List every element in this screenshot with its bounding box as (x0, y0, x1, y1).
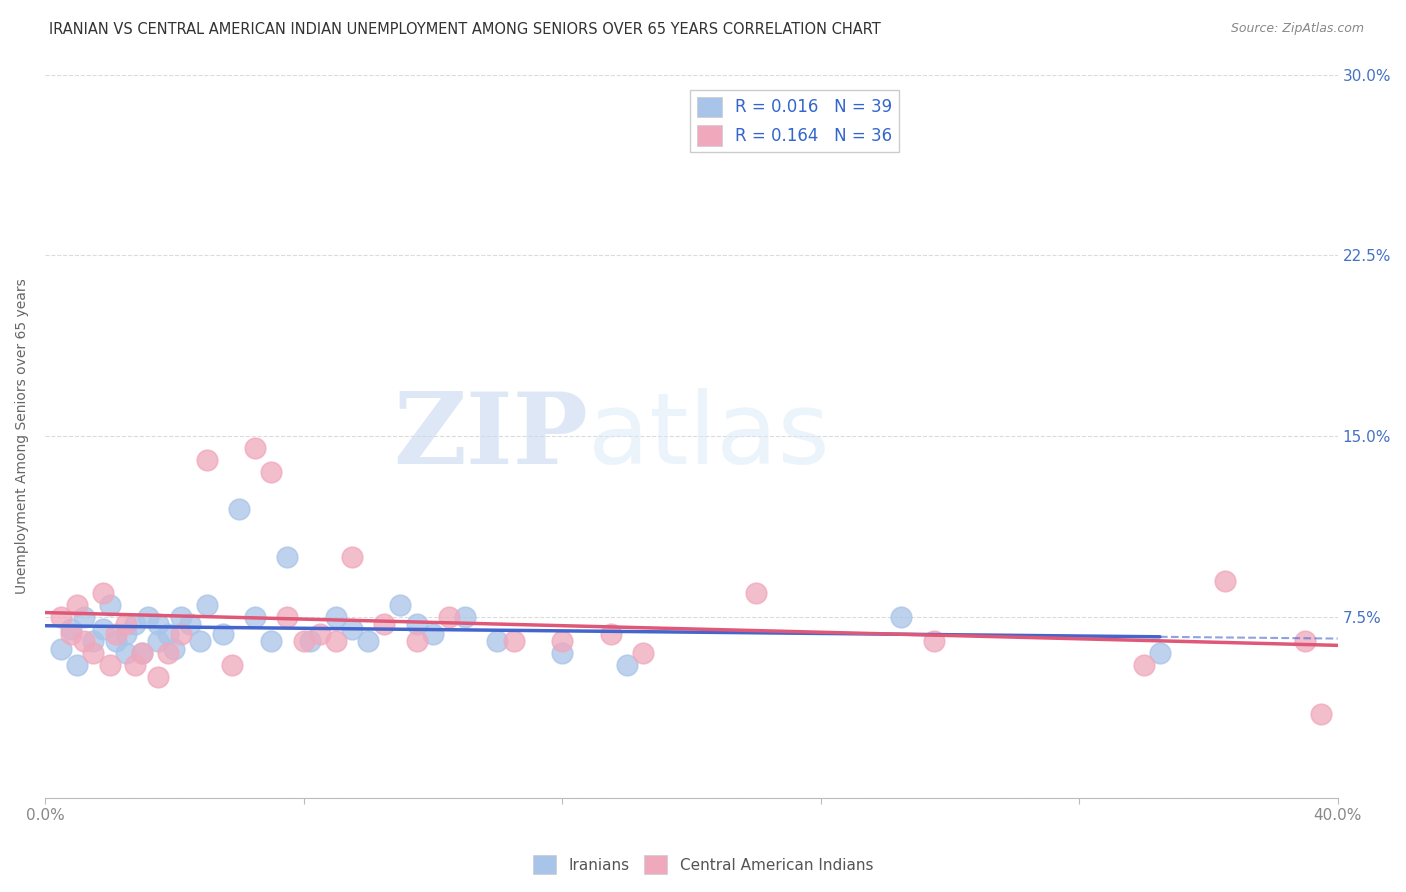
Point (131, 646, 153, 660)
Point (292, 634, 315, 648)
Point (308, 627, 330, 641)
Point (170, 627, 193, 641)
Text: IRANIAN VS CENTRAL AMERICAN INDIAN UNEMPLOYMENT AMONG SENIORS OVER 65 YEARS CORR: IRANIAN VS CENTRAL AMERICAN INDIAN UNEMP… (49, 22, 882, 37)
Point (1213, 574, 1236, 588)
Point (890, 610, 912, 624)
Point (146, 617, 169, 632)
Point (243, 442, 266, 456)
Point (922, 634, 945, 648)
Point (211, 627, 233, 641)
Legend: R = 0.016   N = 39, R = 0.164   N = 36: R = 0.016 N = 39, R = 0.164 N = 36 (690, 90, 898, 153)
Point (260, 634, 283, 648)
Point (325, 634, 347, 648)
Point (260, 466, 283, 480)
Point (138, 610, 160, 624)
Point (49, 610, 72, 624)
Legend: Iranians, Central American Indians: Iranians, Central American Indians (527, 849, 879, 880)
Point (437, 610, 460, 624)
Point (105, 634, 128, 648)
Point (389, 598, 412, 612)
Point (1149, 646, 1171, 660)
Point (82, 646, 104, 660)
Point (124, 658, 146, 673)
Point (66, 658, 89, 673)
Point (357, 634, 380, 648)
Text: atlas: atlas (588, 388, 830, 484)
Point (156, 627, 179, 641)
Point (105, 627, 128, 641)
Point (98, 658, 121, 673)
Point (195, 453, 218, 467)
Point (114, 646, 136, 660)
Point (73, 610, 96, 624)
Point (59, 627, 82, 641)
Point (422, 627, 444, 641)
Point (276, 610, 298, 624)
Point (146, 670, 169, 684)
Point (373, 617, 395, 632)
Point (228, 501, 250, 516)
Point (243, 610, 266, 624)
Point (454, 610, 477, 624)
Point (599, 627, 621, 641)
Point (195, 598, 218, 612)
Text: ZIP: ZIP (394, 388, 588, 484)
Point (486, 634, 509, 648)
Point (179, 617, 201, 632)
Point (1132, 658, 1154, 673)
Point (131, 646, 153, 660)
Point (114, 617, 136, 632)
Point (340, 549, 363, 564)
Point (124, 617, 146, 632)
Point (91, 622, 114, 636)
Point (551, 646, 574, 660)
Point (298, 634, 321, 648)
Point (91, 586, 114, 600)
Point (59, 622, 82, 636)
Point (1294, 634, 1316, 648)
Point (163, 641, 186, 656)
Point (170, 610, 193, 624)
Point (82, 634, 104, 648)
Point (98, 598, 121, 612)
Point (502, 634, 524, 648)
Point (405, 634, 427, 648)
Y-axis label: Unemployment Among Seniors over 65 years: Unemployment Among Seniors over 65 years (15, 278, 30, 594)
Point (156, 646, 179, 660)
Point (114, 627, 136, 641)
Point (188, 634, 211, 648)
Point (146, 634, 169, 648)
Point (49, 641, 72, 656)
Point (276, 549, 298, 564)
Point (73, 634, 96, 648)
Point (745, 586, 768, 600)
Point (405, 617, 427, 632)
Text: Source: ZipAtlas.com: Source: ZipAtlas.com (1230, 22, 1364, 36)
Point (221, 658, 243, 673)
Point (1310, 706, 1333, 721)
Point (616, 658, 638, 673)
Point (340, 622, 363, 636)
Point (325, 610, 347, 624)
Point (631, 646, 654, 660)
Point (66, 598, 89, 612)
Point (551, 634, 574, 648)
